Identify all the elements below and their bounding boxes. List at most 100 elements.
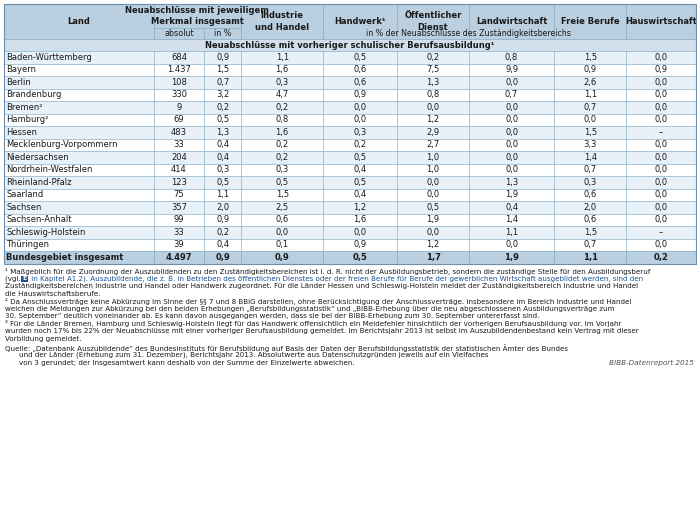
Bar: [626, 176, 696, 189]
Bar: [626, 213, 696, 226]
Bar: [469, 64, 554, 76]
Text: 483: 483: [171, 128, 187, 137]
Text: 0,0: 0,0: [654, 215, 668, 224]
Text: 0,0: 0,0: [654, 115, 668, 124]
Text: in % der Neuabschlüsse des Zuständigkeitsbereichs: in % der Neuabschlüsse des Zuständigkeit…: [366, 29, 571, 38]
Text: Neuabschlüsse mit jeweiligem
Merkmal insgesamt: Neuabschlüsse mit jeweiligem Merkmal ins…: [125, 6, 270, 26]
Bar: [323, 76, 397, 88]
Bar: [554, 138, 626, 151]
Text: 0,7: 0,7: [216, 78, 230, 87]
Text: 7,5: 7,5: [426, 65, 440, 74]
Text: 1,5: 1,5: [584, 53, 596, 62]
Bar: [469, 126, 554, 138]
Bar: [241, 4, 323, 39]
Text: 0,0: 0,0: [505, 115, 518, 124]
Bar: [241, 226, 323, 238]
Text: 0,5: 0,5: [216, 178, 229, 187]
Bar: [4, 176, 153, 189]
Text: Zuständigkeitsbereichen Industrie und Handel oder Handwerk zugeordnet. Für die L: Zuständigkeitsbereichen Industrie und Ha…: [5, 283, 638, 289]
Text: 0,5: 0,5: [276, 178, 289, 187]
Bar: [626, 138, 696, 151]
Text: 2,7: 2,7: [426, 140, 440, 149]
Bar: [397, 151, 469, 163]
Text: Thüringen: Thüringen: [6, 240, 50, 249]
Bar: [241, 213, 323, 226]
Text: 99: 99: [174, 215, 184, 224]
Bar: [626, 64, 696, 76]
Bar: [4, 213, 153, 226]
Bar: [241, 176, 323, 189]
Bar: [323, 138, 397, 151]
Bar: [153, 189, 204, 201]
Bar: [21, 276, 28, 282]
Bar: [241, 76, 323, 88]
Text: 0,5: 0,5: [354, 178, 367, 187]
Bar: [469, 114, 554, 126]
Bar: [204, 76, 241, 88]
Bar: [626, 126, 696, 138]
Text: 0,9: 0,9: [216, 215, 229, 224]
Text: Rheinland-Pfalz: Rheinland-Pfalz: [6, 178, 72, 187]
Bar: [241, 88, 323, 101]
Bar: [626, 238, 696, 251]
Bar: [554, 101, 626, 114]
Text: 123: 123: [171, 178, 187, 187]
Text: 0,2: 0,2: [276, 103, 289, 112]
Bar: [204, 101, 241, 114]
Text: 0,6: 0,6: [354, 65, 367, 74]
Bar: [153, 64, 204, 76]
Text: 684: 684: [171, 53, 187, 62]
Text: Saarland: Saarland: [6, 190, 43, 199]
Bar: [469, 238, 554, 251]
Text: 1,0: 1,0: [426, 165, 440, 174]
Bar: [4, 126, 153, 138]
Bar: [204, 114, 241, 126]
Bar: [469, 163, 554, 176]
Bar: [4, 4, 153, 39]
Bar: [153, 176, 204, 189]
Bar: [323, 4, 397, 39]
Text: 0,4: 0,4: [216, 240, 229, 249]
Text: ² Da Anschlussverträge keine Abkürzung im Sinne der §§ 7 und 8 BBiG darstellen, : ² Da Anschlussverträge keine Abkürzung i…: [5, 298, 631, 305]
Text: 0,0: 0,0: [654, 165, 668, 174]
Text: 414: 414: [171, 165, 187, 174]
Text: ³ Für die Länder Bremen, Hamburg und Schleswig-Holstein liegt für das Handwerk o: ³ Für die Länder Bremen, Hamburg und Sch…: [5, 320, 622, 327]
Bar: [469, 189, 554, 201]
Bar: [204, 64, 241, 76]
Text: 1,7: 1,7: [426, 253, 440, 262]
Text: 0,4: 0,4: [505, 203, 518, 212]
Text: 0,7: 0,7: [505, 90, 518, 99]
Text: 1,3: 1,3: [426, 78, 440, 87]
Bar: [554, 151, 626, 163]
Text: 0,0: 0,0: [654, 90, 668, 99]
Text: 1,5: 1,5: [216, 65, 229, 74]
Bar: [204, 51, 241, 64]
Text: in %: in %: [214, 29, 232, 38]
Bar: [323, 126, 397, 138]
Bar: [626, 189, 696, 201]
Bar: [323, 201, 397, 213]
Text: absolut: absolut: [164, 29, 194, 38]
Text: 1,9: 1,9: [505, 190, 518, 199]
Bar: [626, 226, 696, 238]
Text: 330: 330: [171, 90, 187, 99]
Bar: [323, 151, 397, 163]
Bar: [469, 4, 554, 39]
Text: wurden noch 17% bis 22% der Neuabschlüsse mit einer vorheriger Berufsausbildung : wurden noch 17% bis 22% der Neuabschlüss…: [5, 328, 638, 334]
Text: 0,0: 0,0: [354, 228, 367, 237]
Bar: [323, 238, 397, 251]
Bar: [626, 114, 696, 126]
Text: und der Länder (Erhebung zum 31. Dezember), Berichtsjahr 2013. Absolutwerte aus : und der Länder (Erhebung zum 31. Dezembe…: [19, 352, 489, 358]
Bar: [397, 126, 469, 138]
Bar: [554, 176, 626, 189]
Bar: [4, 226, 153, 238]
Text: 0,0: 0,0: [654, 153, 668, 162]
Bar: [554, 76, 626, 88]
Text: 1,6: 1,6: [276, 128, 289, 137]
Text: 0,4: 0,4: [216, 140, 229, 149]
Text: 0,4: 0,4: [354, 190, 367, 199]
Bar: [469, 151, 554, 163]
Bar: [554, 64, 626, 76]
Text: 4.497: 4.497: [166, 253, 193, 262]
Bar: [469, 201, 554, 213]
